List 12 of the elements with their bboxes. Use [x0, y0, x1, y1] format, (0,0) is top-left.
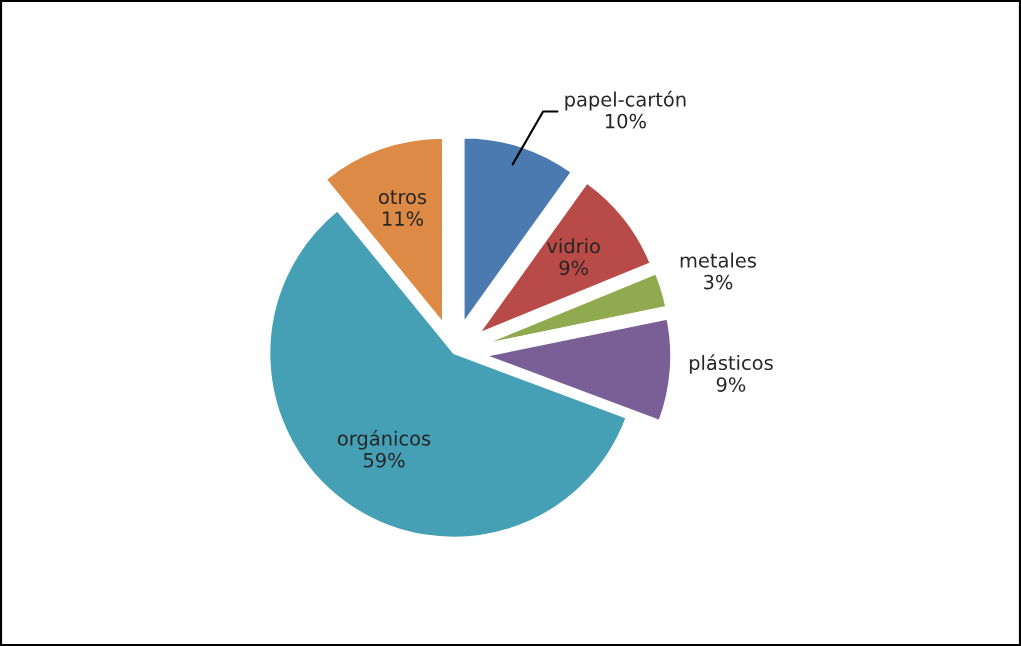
data-label: 9%	[716, 377, 746, 392]
slice-label: otros	[379, 190, 427, 205]
slice-label: metales	[680, 252, 756, 268]
data-label: 3%	[704, 274, 733, 290]
data-label: 11%	[383, 211, 424, 226]
slice-label: vidrio	[546, 238, 600, 254]
slice-label: plásticos	[689, 354, 773, 374]
slice-label: orgánicos	[337, 429, 431, 450]
data-label: 59%	[363, 452, 405, 468]
data-label: 10%	[605, 113, 646, 129]
slice-label: papel-cartón	[565, 90, 686, 111]
data-label: 9%	[559, 260, 589, 276]
